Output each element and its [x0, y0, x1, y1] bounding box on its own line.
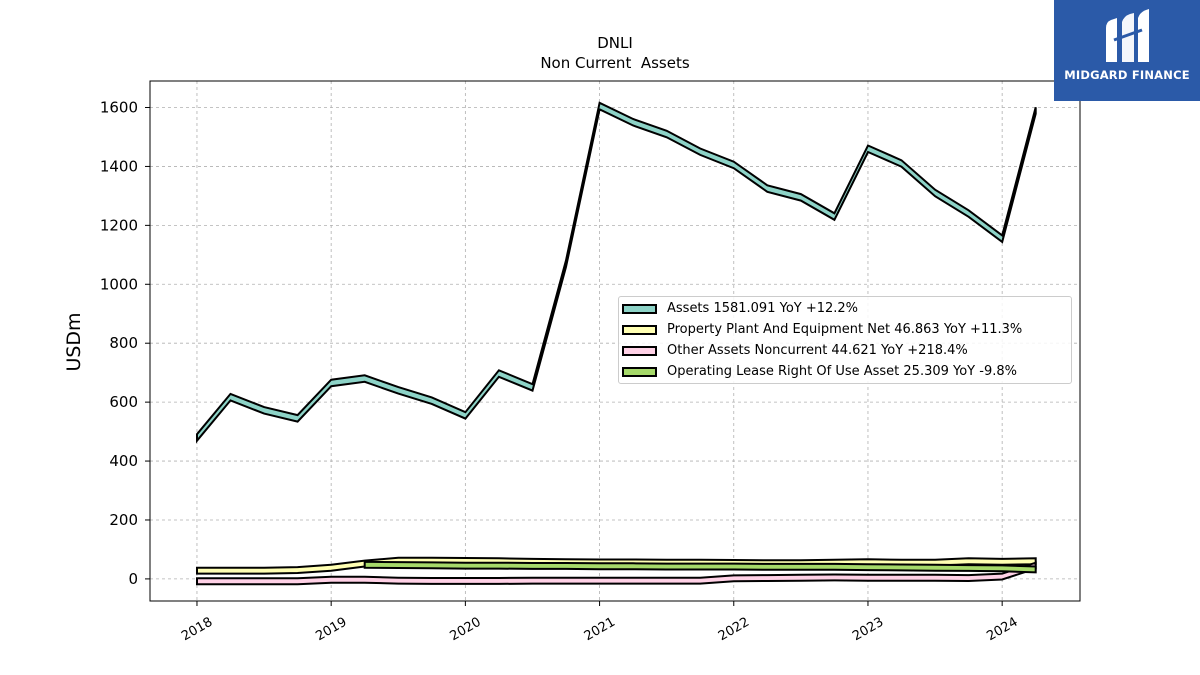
legend-swatch-ppe	[622, 325, 657, 335]
legend-entry-assets: Assets 1581.091 YoY +12.2%	[619, 299, 1071, 319]
legend-entry-ppe: Property Plant And Equipment Net 46.863 …	[619, 320, 1071, 340]
y-axis-ticks: 0 200 400 600 800 1000 1200 1400 1600	[100, 99, 150, 588]
legend-swatch-other-assets	[622, 346, 657, 356]
x-tick-label: 2018	[179, 615, 215, 645]
chart-title: DNLI	[597, 34, 633, 52]
legend-label-operating-lease: Operating Lease Right Of Use Asset 25.30…	[667, 364, 1017, 379]
series-band-3	[363, 560, 1037, 574]
x-tick-label: 2023	[850, 615, 886, 645]
legend-label-ppe: Property Plant And Equipment Net 46.863 …	[667, 322, 1023, 337]
legend-entry-other-assets: Other Assets Noncurrent 44.621 YoY +218.…	[619, 341, 1071, 361]
plot-series	[196, 101, 1037, 586]
y-tick-label: 0	[128, 570, 138, 588]
series-band-0	[196, 101, 1037, 444]
y-tick-label: 1200	[100, 216, 138, 234]
logo-text: MIDGARD FINANCE	[1064, 68, 1190, 82]
midgard-finance-logo: MIDGARD FINANCE	[1054, 0, 1200, 101]
legend-swatch-assets	[622, 304, 657, 314]
legend-label-other-assets: Other Assets Noncurrent 44.621 YoY +218.…	[667, 343, 968, 358]
plot-frame	[149, 80, 1081, 602]
y-tick-label: 800	[109, 334, 138, 352]
chart-subtitle: Non Current Assets	[540, 54, 690, 72]
y-tick-label: 1400	[100, 157, 138, 175]
y-tick-label: 200	[109, 511, 138, 529]
chart-legend: Assets 1581.091 YoY +12.2% Property Plan…	[618, 296, 1072, 384]
legend-entry-operating-lease: Operating Lease Right Of Use Asset 25.30…	[619, 362, 1071, 382]
x-tick-label: 2024	[984, 615, 1020, 645]
x-axis-ticks: 2018 2019 2020 2021 2022 2023 2024	[179, 601, 1020, 644]
y-tick-label: 400	[109, 452, 138, 470]
y-tick-label: 1000	[100, 275, 138, 293]
x-tick-label: 2020	[448, 615, 484, 645]
y-tick-label: 1600	[100, 99, 138, 117]
y-axis-label: USDm	[63, 312, 85, 371]
legend-label-assets: Assets 1581.091 YoY +12.2%	[667, 301, 859, 316]
midgard-logo-icon	[1106, 9, 1149, 62]
x-tick-label: 2019	[313, 615, 349, 645]
x-tick-label: 2022	[716, 615, 752, 645]
legend-swatch-operating-lease	[622, 367, 657, 377]
y-tick-label: 600	[109, 393, 138, 411]
x-tick-label: 2021	[582, 615, 618, 645]
